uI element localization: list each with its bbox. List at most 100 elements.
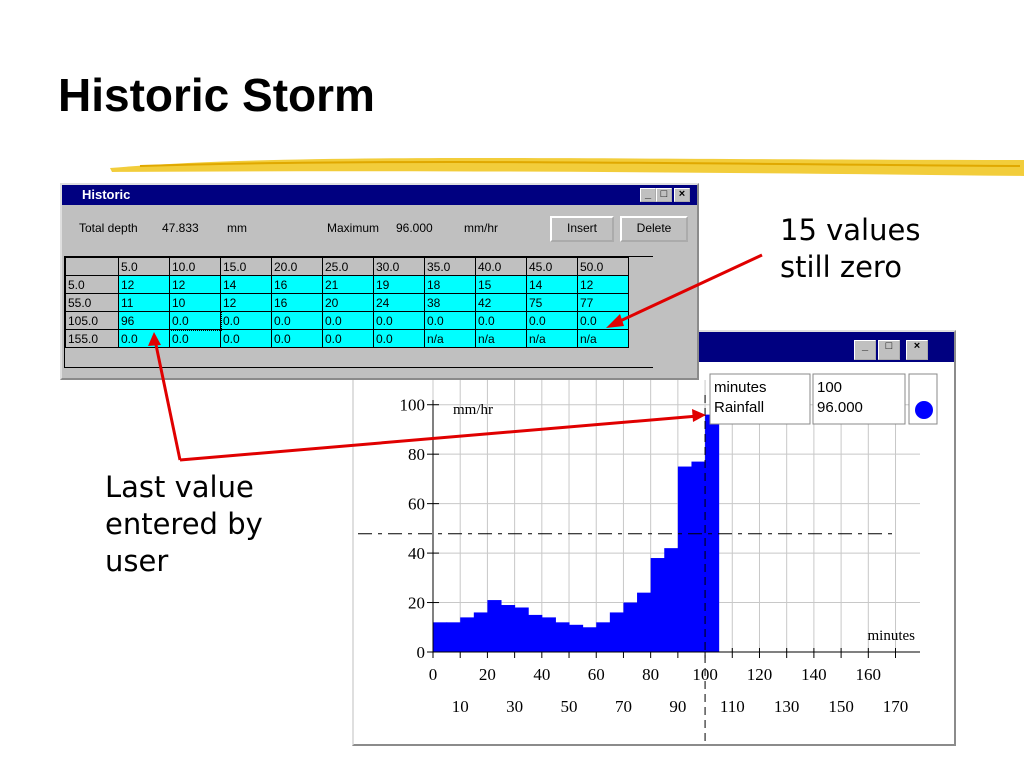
title-bar: Historic _ □ × [62, 185, 697, 205]
data-cell[interactable]: 21 [322, 275, 374, 294]
legend-box [812, 373, 906, 425]
x-axis-label: minutes [868, 628, 916, 644]
corner-cell[interactable] [65, 257, 119, 276]
bar [501, 605, 516, 652]
bar [705, 414, 720, 652]
data-cell[interactable]: 96 [118, 311, 170, 330]
row-label[interactable]: 5.0 [65, 275, 119, 294]
data-cell[interactable]: 12 [118, 275, 170, 294]
data-cell[interactable]: 18 [424, 275, 476, 294]
close-button[interactable]: × [674, 188, 690, 202]
row-label[interactable]: 55.0 [65, 293, 119, 312]
data-cell[interactable]: 75 [526, 293, 578, 312]
data-cell[interactable]: n/a [577, 329, 629, 348]
data-cell[interactable]: 10 [169, 293, 221, 312]
y-tick-label: 60 [408, 495, 425, 514]
close-button[interactable]: × [906, 340, 928, 360]
column-header[interactable]: 15.0 [220, 257, 272, 276]
data-cell[interactable]: 12 [169, 275, 221, 294]
data-cell[interactable]: 0.0 [118, 329, 170, 348]
legend-text: 100 [817, 379, 842, 396]
column-header[interactable]: 5.0 [118, 257, 170, 276]
data-row: 105.0 96 0.0 0.0 0.0 0.0 0.0 0.0 0.0 0.0 0.0 [65, 310, 629, 331]
data-cell[interactable]: 0.0 [424, 311, 476, 330]
y-tick-label: 40 [408, 544, 425, 563]
data-cell[interactable]: 0.0 [220, 329, 272, 348]
x-tick-label: 90 [669, 697, 686, 716]
bar [664, 548, 679, 652]
data-cell[interactable]: 0.0 [271, 311, 323, 330]
bar [541, 617, 556, 652]
data-cell[interactable]: 38 [424, 293, 476, 312]
insert-button[interactable]: Insert [550, 216, 614, 242]
y-tick-label: 20 [408, 594, 425, 613]
data-cell[interactable]: n/a [475, 329, 527, 348]
data-cell[interactable]: 16 [271, 275, 323, 294]
data-cell[interactable]: 0.0 [373, 311, 425, 330]
x-tick-label: 20 [479, 665, 496, 684]
data-cell[interactable]: 24 [373, 293, 425, 312]
data-cell[interactable]: 0.0 [220, 311, 272, 330]
data-cell[interactable]: 77 [577, 293, 629, 312]
row-label[interactable]: 155.0 [65, 329, 119, 348]
data-cell[interactable]: 14 [526, 275, 578, 294]
data-cell[interactable]: 0.0 [168, 310, 222, 331]
maximum-unit: mm/hr [464, 221, 498, 235]
column-header[interactable]: 10.0 [169, 257, 221, 276]
bar [528, 614, 543, 652]
column-header[interactable]: 20.0 [271, 257, 323, 276]
delete-button[interactable]: Delete [620, 216, 688, 242]
column-header[interactable]: 50.0 [577, 257, 629, 276]
bar [487, 600, 502, 652]
y-axis-label: mm/hr [453, 402, 493, 418]
column-header[interactable]: 25.0 [322, 257, 374, 276]
brush-stroke [110, 158, 1024, 176]
minimize-button[interactable]: _ [640, 188, 656, 202]
data-cell[interactable]: 15 [475, 275, 527, 294]
x-tick-label: 130 [774, 697, 800, 716]
legend-text: 96.000 [817, 399, 863, 416]
legend-marker [915, 401, 933, 419]
data-cell[interactable]: 0.0 [271, 329, 323, 348]
data-cell[interactable]: 0.0 [577, 311, 629, 330]
bar [446, 622, 461, 652]
x-tick-label: 80 [642, 665, 659, 684]
data-cell[interactable]: 12 [220, 293, 272, 312]
data-cell[interactable]: 19 [373, 275, 425, 294]
x-tick-label: 140 [801, 665, 827, 684]
data-cell[interactable]: 42 [475, 293, 527, 312]
column-header[interactable]: 35.0 [424, 257, 476, 276]
bar [555, 622, 570, 652]
data-row: 55.0 11 10 12 16 20 24 38 42 75 77 [65, 293, 629, 312]
x-tick-label: 0 [429, 665, 438, 684]
data-cell[interactable]: 12 [577, 275, 629, 294]
data-cell[interactable]: 20 [322, 293, 374, 312]
column-header[interactable]: 40.0 [475, 257, 527, 276]
minimize-button[interactable]: _ [854, 340, 876, 360]
annotation-line: 15 values [780, 213, 921, 247]
data-cell[interactable]: 11 [118, 293, 170, 312]
data-cell[interactable]: 14 [220, 275, 272, 294]
column-header[interactable]: 45.0 [526, 257, 578, 276]
data-cell[interactable]: 16 [271, 293, 323, 312]
data-cell[interactable]: 0.0 [526, 311, 578, 330]
data-cell[interactable]: n/a [526, 329, 578, 348]
data-cell[interactable]: 0.0 [322, 311, 374, 330]
data-row: 5.0 12 12 14 16 21 19 18 15 14 12 [65, 275, 629, 294]
data-cell[interactable]: 0.0 [169, 329, 221, 348]
x-tick-label: 50 [561, 697, 578, 716]
x-tick-label: 110 [720, 697, 745, 716]
data-cell[interactable]: 0.0 [373, 329, 425, 348]
row-label[interactable]: 105.0 [65, 311, 119, 330]
historic-window: Historic _ □ × Total depth 47.833 mm Max… [60, 183, 699, 380]
maximize-button[interactable]: □ [656, 188, 672, 202]
annotation-line: entered by [105, 507, 263, 541]
data-cell[interactable]: 0.0 [322, 329, 374, 348]
annotation-line: still zero [780, 250, 902, 284]
maximize-button[interactable]: □ [878, 340, 900, 360]
annotation-line: Last value [105, 470, 254, 504]
data-cell[interactable]: n/a [424, 329, 476, 348]
data-cell[interactable]: 0.0 [475, 311, 527, 330]
header-row: 5.0 10.0 15.0 20.0 25.0 30.0 35.0 40.0 45.0 50.0 [65, 257, 629, 276]
column-header[interactable]: 30.0 [373, 257, 425, 276]
